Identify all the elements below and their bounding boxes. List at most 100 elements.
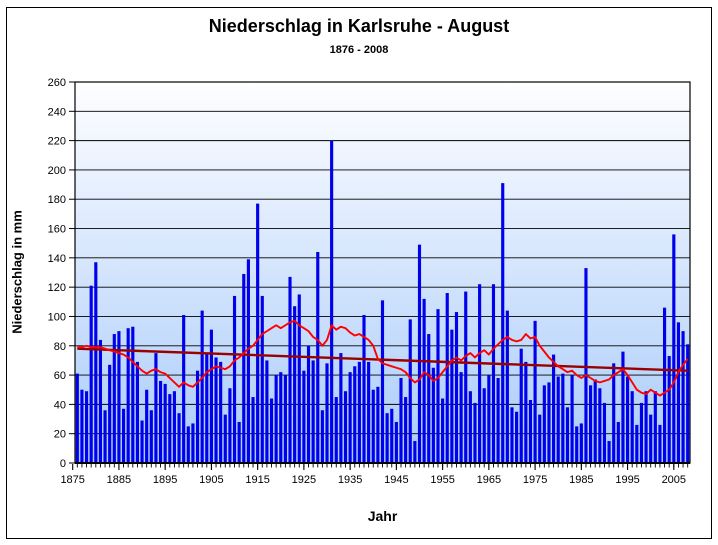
bar-1989	[598, 388, 602, 463]
y-tick-label: 160	[48, 224, 66, 236]
bar-1942	[380, 300, 385, 463]
bar-1908	[223, 414, 227, 463]
bar-1917	[265, 360, 269, 463]
y-tick-label: 60	[54, 370, 66, 382]
bar-1910	[232, 295, 237, 463]
chart-subtitle: 1876 - 2008	[329, 44, 389, 56]
bar-1876	[75, 373, 79, 463]
bar-1955	[441, 398, 445, 463]
x-tick-label: 1875	[60, 474, 84, 486]
bar-1936	[353, 366, 357, 463]
x-tick-label: 1945	[384, 474, 408, 486]
y-tick-label: 100	[48, 311, 66, 323]
bar-2006	[676, 322, 681, 463]
bar-1981	[561, 373, 565, 463]
bar-1878	[84, 391, 89, 463]
y-tick-label: 40	[54, 399, 66, 411]
y-axis-title-text: Niederschlag in mm	[9, 210, 25, 334]
x-tick-label: 1925	[292, 474, 316, 486]
bar-1963	[478, 284, 482, 463]
bar-1958	[454, 312, 459, 463]
bar-1991	[607, 441, 611, 463]
bar-1986	[584, 268, 588, 463]
bar-1890	[140, 420, 144, 463]
bar-1904	[205, 353, 209, 463]
bar-1894	[158, 380, 163, 463]
bar-2005	[672, 234, 676, 463]
bar-1879	[89, 285, 93, 463]
bar-1880	[94, 262, 98, 463]
bar-1957	[450, 329, 454, 463]
bar-1998	[639, 402, 644, 463]
bar-1977	[542, 385, 546, 463]
bar-1967	[496, 378, 500, 463]
x-tick-label: 1955	[430, 474, 454, 486]
x-axis-major-ticks: 1875 1885 1895 1905 1915 1925 1935 1945 1955 1965…	[60, 464, 686, 486]
x-tick-label: 1985	[569, 474, 593, 486]
bar-1937	[357, 361, 361, 463]
x-tick-label: 1885	[107, 474, 131, 486]
y-axis-ticks: 0 20 40 60 80 100 120 140 160 180 200 220 240 260	[48, 77, 75, 470]
chart-title: Niederschlag in Karlsruhe - August	[208, 16, 510, 36]
y-tick-label: 120	[48, 282, 66, 294]
bar-1892	[149, 410, 153, 463]
bar-1939	[367, 361, 371, 463]
bar-1881	[98, 339, 103, 463]
bar-1930	[325, 363, 329, 463]
y-tick-label: 260	[48, 77, 66, 89]
precipitation-bars	[75, 140, 690, 463]
bar-1938	[362, 314, 366, 463]
bar-1966	[491, 284, 496, 463]
bar-1884	[112, 334, 116, 463]
bar-1983	[570, 375, 574, 463]
bar-1916	[260, 295, 264, 463]
bar-1954	[436, 309, 440, 463]
bar-1877	[80, 389, 84, 463]
bar-1897	[172, 391, 176, 463]
bar-1969	[505, 310, 509, 463]
bar-1961	[468, 391, 472, 463]
bar-1932	[334, 397, 338, 463]
y-tick-label: 80	[54, 341, 66, 353]
bar-1979	[552, 354, 556, 463]
x-tick-label: 1975	[523, 474, 547, 486]
bar-1896	[168, 394, 172, 463]
bar-1990	[602, 402, 607, 463]
bar-1944	[390, 408, 394, 463]
bar-1898	[177, 413, 181, 463]
bar-1956	[445, 293, 449, 463]
bar-1975	[533, 320, 537, 463]
bar-1999	[644, 391, 648, 463]
bar-1964	[482, 388, 486, 463]
trend-line	[77, 347, 688, 372]
y-tick-label: 220	[48, 136, 66, 148]
bar-1885	[117, 331, 121, 463]
bar-1952	[427, 334, 431, 463]
x-tick-label: 1995	[615, 474, 639, 486]
bar-1900	[186, 426, 190, 463]
x-tick-label: 1905	[199, 474, 223, 486]
bar-1947	[404, 397, 408, 463]
y-tick-label: 200	[48, 165, 66, 177]
bar-2004	[667, 356, 671, 463]
bar-1914	[251, 397, 255, 463]
bar-1988	[593, 379, 597, 463]
bar-1903	[200, 310, 204, 463]
bar-1951	[422, 298, 426, 463]
bar-1953	[431, 367, 435, 463]
y-tick-label: 180	[48, 194, 66, 206]
bar-1889	[135, 361, 139, 463]
bar-1941	[376, 386, 380, 463]
y-tick-label: 0	[60, 458, 66, 470]
bar-1946	[399, 378, 403, 463]
bar-1984	[575, 426, 579, 463]
bar-1960	[464, 291, 468, 463]
bar-1997	[635, 424, 639, 463]
moving-average-line	[77, 319, 689, 397]
bar-1950	[417, 244, 422, 463]
bar-1924	[297, 294, 301, 463]
bar-1978	[547, 382, 551, 463]
bar-1911	[237, 421, 241, 463]
